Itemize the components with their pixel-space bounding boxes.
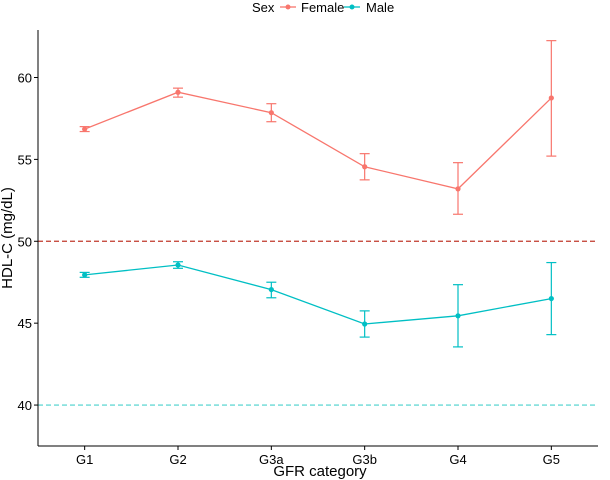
- legend-female-marker: [285, 4, 291, 10]
- x-tick-label-G2: G2: [169, 452, 186, 467]
- legend-entry-female: Female: [280, 0, 344, 15]
- legend-female-label: Female: [301, 0, 344, 15]
- x-tick-label-G3b: G3b: [352, 452, 377, 467]
- point-male-G3b: [362, 321, 368, 327]
- y-tick-label-40: 40: [18, 398, 32, 413]
- point-female-G3b: [362, 164, 368, 170]
- point-male-G1: [82, 272, 88, 278]
- x-axis-title: GFR category: [273, 463, 367, 480]
- point-female-G2: [175, 89, 181, 95]
- x-tick-label-G1: G1: [76, 452, 93, 467]
- y-tick-label-45: 45: [18, 316, 32, 331]
- legend: Sex Female Male: [252, 0, 394, 15]
- y-tick-label-55: 55: [18, 152, 32, 167]
- legend-male-marker: [349, 4, 355, 10]
- legend-male-label: Male: [366, 0, 394, 15]
- y-tick-label-50: 50: [18, 234, 32, 249]
- legend-entry-male: Male: [344, 0, 394, 15]
- point-male-G3a: [268, 286, 274, 293]
- x-tick-label-G5: G5: [543, 452, 560, 467]
- series-line-female: [84, 91, 552, 190]
- point-male-G2: [175, 262, 181, 268]
- point-female-G1: [82, 126, 88, 132]
- y-axis-title: HDL-C (mg/dL): [0, 187, 16, 289]
- point-female-G3a: [268, 110, 274, 116]
- series-line-male: [84, 264, 552, 325]
- x-tick-label-G4: G4: [449, 452, 466, 467]
- legend-title: Sex: [252, 0, 275, 15]
- point-male-G4: [455, 313, 461, 319]
- point-male-G5: [548, 295, 554, 302]
- plot-area: 40 45 50 55 60 G1 G2 G3a G3b G4 G5: [18, 30, 598, 467]
- x-tick-label-G3a: G3a: [259, 452, 284, 467]
- point-female-G5: [548, 95, 554, 101]
- point-female-G4: [455, 186, 461, 192]
- y-tick-label-60: 60: [18, 70, 32, 85]
